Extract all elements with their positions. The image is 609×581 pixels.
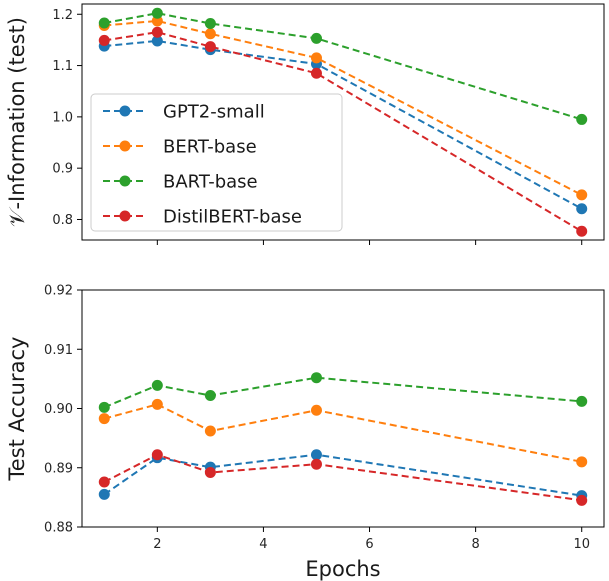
vinfo-point-gpt2-small [151, 35, 163, 47]
legend-label-distilbert-base: DistilBERT-base [163, 207, 302, 228]
vinfo-point-gpt2-small [576, 203, 588, 215]
vinfo-y-tick-label: 1.1 [52, 59, 73, 74]
accuracy-point-bart-base [204, 389, 216, 401]
legend-marker-gpt2-small [119, 105, 131, 117]
vinfo-point-distilbert-base [204, 41, 216, 53]
vinfo-y-tick-label: 1.0 [52, 110, 73, 125]
accuracy-y-axis-label: Test Accuracy [5, 337, 29, 482]
accuracy-y-tick-label: 0.91 [44, 343, 73, 358]
vinfo-point-bert-base [576, 189, 588, 201]
legend-label-gpt2-small: GPT2-small [163, 102, 265, 123]
accuracy-point-bart-base [98, 401, 110, 413]
accuracy-series-line-bart-base [103, 376, 582, 409]
vinfo-point-distilbert-base [98, 34, 110, 46]
accuracy-point-bert-base [151, 398, 163, 410]
vinfo-point-bert-base [151, 15, 163, 27]
vinfo-ticks-group: 0.8 0.9 1.0 1.1 1.2 [52, 8, 583, 245]
vinfo-point-distilbert-base [576, 225, 588, 237]
vinfo-y-tick-label: 0.8 [52, 213, 73, 228]
accuracy-y-tick-label: 0.89 [44, 461, 73, 476]
legend-marker-bert-base [119, 140, 131, 152]
accuracy-point-bart-base [310, 372, 322, 384]
legend-label-bart-base: BART-base [163, 172, 258, 193]
legend-box [90, 93, 343, 232]
accuracy-y-tick-label: 0.92 [44, 284, 73, 299]
accuracy-x-tick-label: 6 [365, 537, 373, 552]
accuracy-x-tick-label: 4 [259, 537, 267, 552]
accuracy-point-bert-base [310, 404, 322, 416]
vinfo-point-bert-base [310, 52, 322, 64]
accuracy-point-distilbert-base [204, 466, 216, 478]
vinfo-series-line-bert-base [104, 19, 583, 196]
vinfo-point-bart-base [204, 17, 216, 29]
accuracy-panel: 2 4 6 8 10 0.88 0.89 0.90 0.91 0.92 Test Accuracy… [5, 284, 605, 581]
vinfo-series-line-gpt2-small [104, 39, 583, 210]
vinfo-point-distilbert-base [310, 67, 322, 79]
vinfo-point-bart-base [151, 7, 163, 19]
accuracy-point-bart-base [151, 379, 163, 391]
accuracy-point-bart-base [576, 395, 588, 407]
legend-marker-bart-base [119, 175, 131, 187]
vinfo-y-tick-label: 1.2 [52, 8, 73, 23]
accuracy-y-tick-label: 0.90 [44, 402, 73, 417]
vinfo-y-tick-label: 0.9 [52, 162, 73, 177]
accuracy-point-bert-base [576, 456, 588, 468]
vinfo-point-bart-base [576, 113, 588, 125]
vinfo-axes-frame [81, 3, 605, 241]
accuracy-point-bert-base [204, 425, 216, 437]
legend-label-bert-base: BERT-base [163, 137, 257, 158]
accuracy-ticks-group: 2 4 6 8 10 0.88 0.89 0.90 0.91 0.92 [44, 284, 590, 553]
legend: GPT2-small BERT-base BART-base DistilBERT-b… [90, 93, 343, 232]
vinfo-series-line-distilbert-base [104, 31, 583, 233]
accuracy-series-line-distilbert-base [103, 453, 582, 502]
accuracy-point-gpt2-small [98, 488, 110, 500]
vinfo-point-bart-base [310, 32, 322, 44]
accuracy-point-distilbert-base [310, 458, 322, 470]
legend-marker-distilbert-base [119, 210, 131, 222]
accuracy-x-tick-label: 2 [153, 537, 161, 552]
vinfo-series-group [98, 7, 588, 237]
vinfo-panel: 0.8 0.9 1.0 1.1 1.2 𝒱-Information (test) GPT… [5, 3, 605, 245]
vinfo-series-line-bart-base [104, 12, 582, 121]
accuracy-series-group [98, 372, 588, 506]
vinfo-point-distilbert-base [151, 26, 163, 38]
accuracy-series-line-bert-base [104, 403, 582, 463]
vinfo-point-bart-base [98, 17, 110, 29]
accuracy-point-distilbert-base [576, 494, 588, 506]
accuracy-point-distilbert-base [151, 449, 163, 461]
vinfo-y-axis-label: 𝒱-Information (test) [5, 17, 29, 227]
accuracy-x-tick-label: 8 [471, 537, 479, 552]
accuracy-series-line-gpt2-small [103, 453, 582, 497]
accuracy-point-gpt2-small [310, 449, 322, 461]
vinfo-point-bert-base [204, 28, 216, 40]
accuracy-x-tick-label: 10 [573, 537, 590, 552]
x-axis-label: Epochs [305, 557, 380, 581]
accuracy-point-bert-base [98, 413, 110, 425]
accuracy-y-tick-label: 0.88 [44, 521, 73, 536]
accuracy-point-distilbert-base [98, 476, 110, 488]
